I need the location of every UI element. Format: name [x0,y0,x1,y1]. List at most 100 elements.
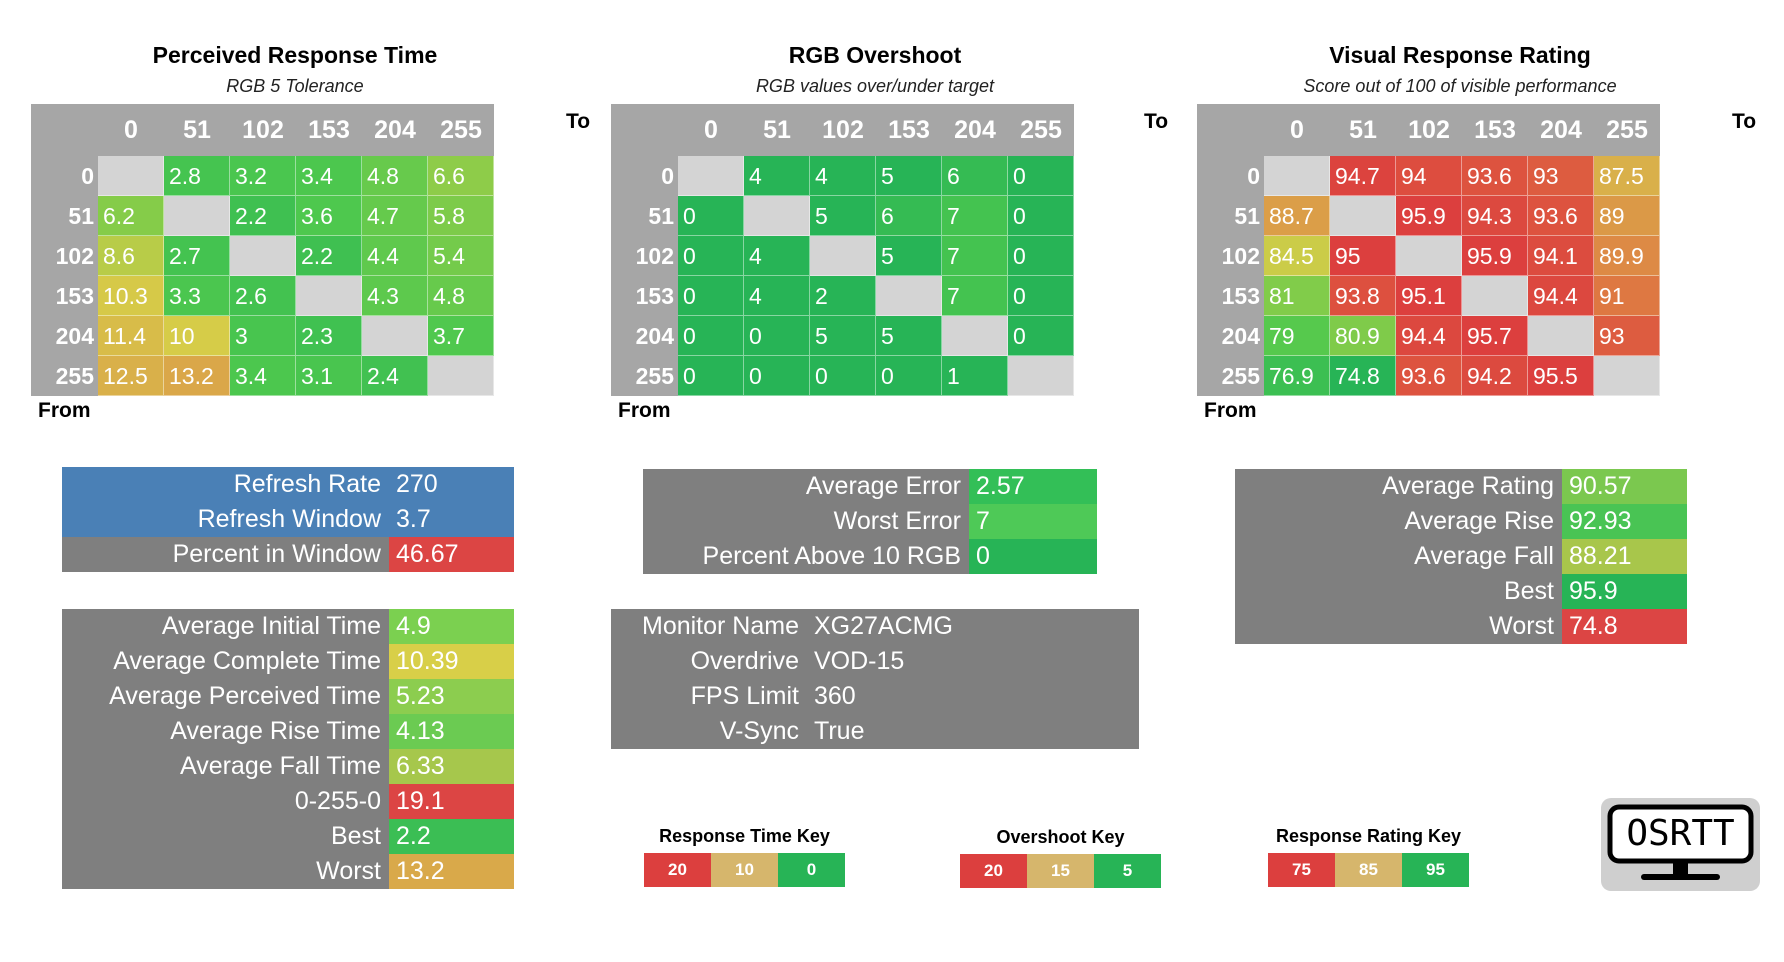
ovs-cell: 0 [744,356,810,396]
prt-cell [362,316,428,356]
vrr-cell: 95.9 [1462,236,1528,276]
monitor-info-label: Monitor Name [611,609,807,644]
prt-cell: 3.4 [296,156,362,196]
prt-col-header: 204 [362,104,428,156]
vrr-cell [1528,316,1594,356]
ovs-cell: 0 [810,356,876,396]
ovs-cell: 7 [942,236,1008,276]
time-stat-label: Best [62,819,389,854]
ovs-cell: 0 [876,356,942,396]
prt-col-header: 255 [428,104,494,156]
vrr-cell: 94.2 [1462,356,1528,396]
refresh-stat-label: Refresh Rate [62,467,389,502]
ovs-cell: 7 [942,276,1008,316]
error-stat-label: Average Error [643,469,969,504]
key-cell: 15 [1027,854,1094,888]
vrr-cell: 80.9 [1330,316,1396,356]
ovs-cell [744,196,810,236]
vrr-cell: 76.9 [1264,356,1330,396]
prt-cell: 2.6 [230,276,296,316]
ovs-row-header: 153 [611,276,678,316]
rating-stat-row: Best 95.9 [1235,574,1687,609]
prt-row-header: 0 [31,156,98,196]
ovs-cell: 5 [810,316,876,356]
vrr-col-header: 0 [1264,104,1330,156]
ovs-cell: 0 [744,316,810,356]
prt-col-header: 153 [296,104,362,156]
vrr-cell: 79 [1264,316,1330,356]
vrr-row-header: 102 [1197,236,1264,276]
vrr-subtitle: Score out of 100 of visible performance [1303,76,1617,96]
prt-axis-to: To [566,110,591,133]
ovs-cell [1008,356,1074,396]
monitor-info-row: FPS Limit 360 [611,679,1139,714]
prt-cell: 3.1 [296,356,362,396]
rgb-overshoot-heatmap: 0 51 102 153 204 255 0 4 4 5 6 0 51 0 5 6 7 0 102 0 4 5 7 0 153 0… [611,104,1139,396]
vrr-corner [1197,104,1264,156]
prt-cell: 13.2 [164,356,230,396]
ovs-cell: 0 [678,196,744,236]
prt-cell: 3.2 [230,156,296,196]
time-stat-row: Average Rise Time 4.13 [62,714,514,749]
ovs-cell: 5 [876,236,942,276]
ovs-col-header: 102 [810,104,876,156]
vrr-cell: 95.5 [1528,356,1594,396]
prt-subtitle: RGB 5 Tolerance [226,76,364,96]
key-cell: 0 [778,853,845,887]
vrr-cell [1396,236,1462,276]
vrr-cell: 81 [1264,276,1330,316]
ovs-col-header: 255 [1008,104,1074,156]
vrr-cell: 93.8 [1330,276,1396,316]
time-stat-value: 10.39 [389,644,514,679]
prt-cell: 3 [230,316,296,356]
prt-cell [428,356,494,396]
vrr-axis-to: To [1732,110,1757,133]
prt-cell: 2.4 [362,356,428,396]
ovs-row-header: 255 [611,356,678,396]
rating-stat-value: 88.21 [1562,539,1687,574]
ovs-row-header: 51 [611,196,678,236]
prt-cell: 2.2 [296,236,362,276]
ovs-cell: 1 [942,356,1008,396]
time-stat-label: Average Complete Time [62,644,389,679]
rating-stat-value: 74.8 [1562,609,1687,644]
vrr-cell: 74.8 [1330,356,1396,396]
time-stat-value: 4.13 [389,714,514,749]
prt-cell [296,276,362,316]
time-stat-row: Average Fall Time 6.33 [62,749,514,784]
monitor-info-row: Monitor Name XG27ACMG [611,609,1139,644]
vrr-cell [1462,276,1528,316]
vrr-cell: 95 [1330,236,1396,276]
ovs-cell: 7 [942,196,1008,236]
prt-title: Perceived Response Time [152,42,438,68]
visual-response-rating-heatmap: 0 51 102 153 204 255 0 94.7 94 93.6 93 87.5 51 88.7 95… [1197,104,1725,396]
prt-row-header: 153 [31,276,98,316]
vrr-cell: 95.9 [1396,196,1462,236]
ovs-subtitle: RGB values over/under target [755,76,995,96]
time-stat-label: Average Fall Time [62,749,389,784]
prt-cell [230,236,296,276]
vrr-row-header: 153 [1197,276,1264,316]
error-stat-row: Average Error 2.57 [643,469,1097,504]
ovs-cell: 4 [744,156,810,196]
ovs-cell: 5 [876,156,942,196]
prt-cell: 4.4 [362,236,428,276]
vrr-axis-from: From [1204,399,1257,422]
prt-cell: 5.4 [428,236,494,276]
ovs-cell: 0 [678,276,744,316]
prt-cell: 11.4 [98,316,164,356]
refresh-stat-value: 3.7 [389,502,514,537]
monitor-info-value: 360 [807,679,1139,714]
vrr-cell: 93 [1594,316,1660,356]
ovs-cell: 0 [1008,196,1074,236]
ovs-cell: 0 [678,356,744,396]
refresh-stat-row: Refresh Window 3.7 [62,502,514,537]
ovs-cell: 2 [810,276,876,316]
prt-row-header: 51 [31,196,98,236]
key-cell: 20 [960,854,1027,888]
prt-col-header: 51 [164,104,230,156]
time-stat-value: 13.2 [389,854,514,889]
monitor-info-label: Overdrive [611,644,807,679]
prt-cell: 10.3 [98,276,164,316]
ovs-axis-from: From [618,399,671,422]
